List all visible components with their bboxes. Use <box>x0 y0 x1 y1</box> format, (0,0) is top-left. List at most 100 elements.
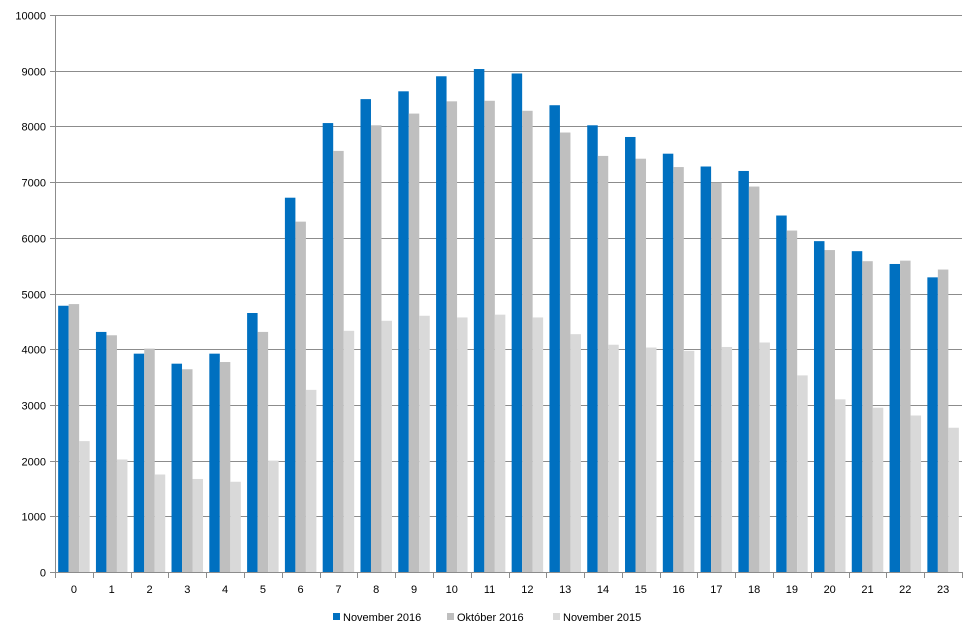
y-tick-label: 7000 <box>22 178 46 190</box>
bar-2-5 <box>268 460 279 572</box>
bar-1-20 <box>824 250 835 573</box>
bar-1-23 <box>937 269 949 572</box>
axes: 0100020003000400050006000700080009000100… <box>15 11 963 596</box>
bar-2-23 <box>948 427 959 572</box>
x-tick-label: 3 <box>184 584 190 596</box>
bar-2-20 <box>834 399 846 572</box>
bar-1-7 <box>333 150 344 572</box>
bar-2-2 <box>154 474 166 572</box>
x-tick-label: 8 <box>373 584 379 596</box>
bar-2-11 <box>494 314 506 572</box>
x-tick-label: 14 <box>597 584 609 596</box>
y-tick-label: 1000 <box>22 512 46 524</box>
y-tick-label: 9000 <box>22 67 46 79</box>
bar-2-22 <box>910 415 922 572</box>
bar-1-14 <box>597 155 609 573</box>
bar-2-3 <box>192 478 204 572</box>
x-tick-label: 11 <box>484 584 495 596</box>
x-tick-label: 6 <box>298 584 304 596</box>
bar-2-7 <box>343 330 355 572</box>
bar-2-9 <box>419 315 430 572</box>
legend-swatch <box>553 613 560 620</box>
bar-2-13 <box>570 334 581 572</box>
gridlines <box>55 15 962 573</box>
bar-0-6 <box>284 197 296 572</box>
bars <box>58 69 959 573</box>
bar-0-3 <box>171 363 183 572</box>
x-tick-label: 16 <box>672 584 684 596</box>
x-tick-label: 4 <box>222 584 228 596</box>
bar-2-6 <box>305 389 317 572</box>
bar-1-8 <box>370 125 382 572</box>
bar-0-1 <box>95 331 107 572</box>
legend-swatch <box>333 613 340 620</box>
bar-1-17 <box>711 182 722 572</box>
bar-2-17 <box>721 346 733 572</box>
bar-1-11 <box>484 100 495 572</box>
bar-0-21 <box>851 251 863 573</box>
bar-2-12 <box>532 317 544 572</box>
bar-0-23 <box>927 277 938 572</box>
x-tick-label: 2 <box>146 584 152 596</box>
bar-1-9 <box>408 113 420 572</box>
x-tick-label: 5 <box>260 584 266 596</box>
bar-2-1 <box>116 459 128 572</box>
bar-0-8 <box>360 99 371 573</box>
bar-0-9 <box>398 91 409 572</box>
bar-2-10 <box>457 317 468 572</box>
bar-0-17 <box>700 166 712 572</box>
y-tick-label: 10000 <box>15 11 46 23</box>
bar-0-10 <box>436 76 447 573</box>
bar-1-2 <box>144 348 155 572</box>
bar-1-16 <box>673 167 684 572</box>
bar-2-19 <box>797 375 808 572</box>
x-tick-label: 17 <box>710 584 722 596</box>
bar-1-13 <box>559 132 571 572</box>
legend-swatch <box>447 613 454 620</box>
legend-label: November 2016 <box>343 612 421 624</box>
bar-0-16 <box>662 153 674 572</box>
bar-2-0 <box>79 441 90 572</box>
bar-1-4 <box>219 362 231 572</box>
bar-0-13 <box>549 105 560 572</box>
x-tick-label: 20 <box>824 584 836 596</box>
bar-0-12 <box>511 73 523 573</box>
x-tick-label: 19 <box>786 584 798 596</box>
bar-1-3 <box>182 369 193 572</box>
bar-0-4 <box>209 353 220 572</box>
x-tick-label: 12 <box>521 584 533 596</box>
bar-1-5 <box>257 331 269 572</box>
bar-2-18 <box>759 342 770 572</box>
legend: November 2016 Október 2016 November 2015 <box>333 612 641 624</box>
bar-0-14 <box>587 125 598 572</box>
bar-1-22 <box>900 260 911 572</box>
bar-2-21 <box>872 407 884 572</box>
bar-2-4 <box>230 481 241 572</box>
bar-1-18 <box>748 186 760 572</box>
y-tick-label: 2000 <box>22 457 46 469</box>
bar-1-1 <box>106 335 117 572</box>
x-tick-label: 22 <box>899 584 911 596</box>
y-tick-label: 5000 <box>22 290 46 302</box>
bar-0-20 <box>813 241 825 572</box>
x-tick-label: 13 <box>559 584 571 596</box>
legend-label: November 2015 <box>563 612 641 624</box>
x-tick-label: 7 <box>335 584 341 596</box>
bar-1-10 <box>446 101 458 572</box>
bar-0-0 <box>58 305 69 572</box>
bar-0-15 <box>625 136 636 573</box>
bar-2-14 <box>608 344 619 572</box>
bar-2-16 <box>683 350 695 572</box>
bar-1-21 <box>862 261 873 572</box>
bar-0-11 <box>473 69 485 572</box>
x-tick-label: 18 <box>748 584 760 596</box>
bar-0-5 <box>247 313 258 572</box>
legend-label: Október 2016 <box>457 612 524 624</box>
bar-1-0 <box>68 304 80 572</box>
bar-0-7 <box>322 123 334 572</box>
bar-0-18 <box>738 170 749 572</box>
y-tick-label: 0 <box>40 568 46 580</box>
bar-1-6 <box>295 221 306 572</box>
